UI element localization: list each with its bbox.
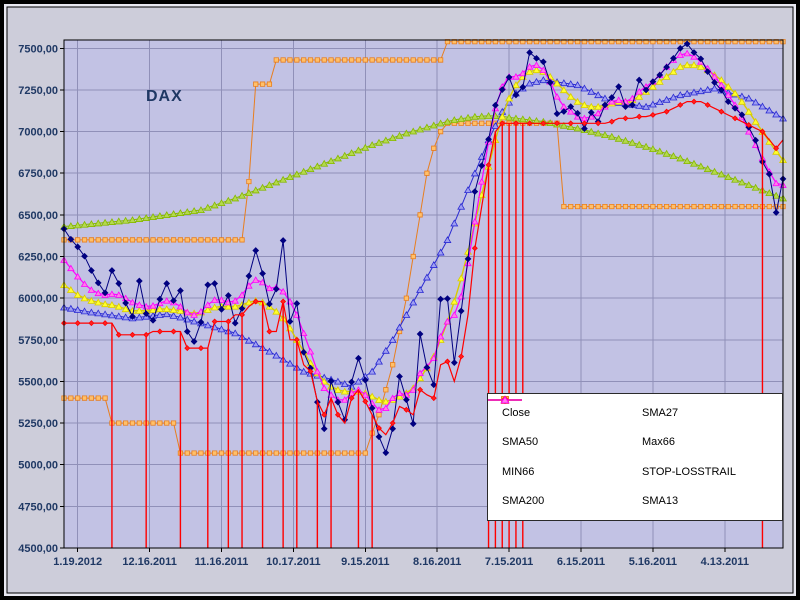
x-axis-label: 10.17.2011 <box>266 556 320 568</box>
series-line <box>63 43 784 455</box>
x-axis-label: 9.15.2011 <box>341 556 389 568</box>
close-marker-icon <box>60 40 787 457</box>
legend-item-sma200: SMA200 <box>488 395 642 508</box>
min66-marker-icon <box>61 120 786 456</box>
legend-label: SMA13 <box>642 495 679 508</box>
x-axis-label: 12.16.2011 <box>122 556 176 568</box>
series-min66 <box>61 120 786 456</box>
y-axis-label: 4500,00 <box>18 543 58 555</box>
legend-label: MIN66 <box>502 465 535 478</box>
x-axis-label: 6.15.2011 <box>557 556 605 568</box>
y-axis-label: 5500,00 <box>18 376 58 388</box>
legend-item-stop-losstrail: STOP-LOSSTRAIL <box>488 395 782 478</box>
legend-label: SMA200 <box>502 495 545 508</box>
legend-item-min66: MIN66 <box>488 396 642 478</box>
x-axis-label: 8.16.2011 <box>413 556 461 568</box>
x-axis-label: 7.15.2011 <box>485 556 533 568</box>
series-line <box>64 122 783 454</box>
legend-label: SMA50 <box>502 436 539 449</box>
legend-label: Max66 <box>642 436 676 449</box>
series-line <box>64 101 784 436</box>
legend-item-close: Close <box>488 395 642 419</box>
y-axis-label: 5750,00 <box>18 335 58 347</box>
y-axis-label: 7250,00 <box>18 85 58 97</box>
series-close <box>60 40 787 457</box>
y-axis-label: 6500,00 <box>18 210 58 222</box>
y-axis-label: 5250,00 <box>18 418 58 430</box>
y-axis-label: 7500,00 <box>18 43 58 55</box>
y-axis-label: 5000,00 <box>18 460 58 472</box>
legend-label: STOP-LOSSTRAIL <box>642 465 736 478</box>
y-axis-label: 6250,00 <box>18 252 58 264</box>
plot-border <box>63 39 784 549</box>
legend-item-max66: Max66 <box>488 396 782 449</box>
y-axis-label: 6750,00 <box>18 168 58 180</box>
series-line <box>64 41 783 241</box>
y-axis-label: 7000,00 <box>18 127 58 139</box>
x-axis-label: 5.16.2011 <box>629 556 677 568</box>
series-line <box>63 79 784 387</box>
x-axis-label: 4.13.2011 <box>701 556 749 568</box>
y-axis-label: 6000,00 <box>18 293 58 305</box>
sma13-legend-marker-icon <box>488 395 522 404</box>
stop-losstrail-marker-icon <box>61 98 780 432</box>
chart-title: DAX <box>146 88 183 105</box>
series-line <box>63 115 784 227</box>
max66-marker-icon <box>61 39 786 243</box>
legend-label: Close <box>502 406 531 419</box>
legend-item-sma27: SMA27 <box>488 395 782 419</box>
x-axis-label: 11.16.2011 <box>195 556 249 568</box>
x-axis-label: 1.19.2012 <box>53 556 102 568</box>
legend-item-sma13: SMA13 <box>488 395 782 508</box>
series-max66 <box>61 39 786 243</box>
legend-label: SMA27 <box>642 406 679 419</box>
chart-legend: Close SMA50 MIN66 SMA200 SMA27 Max66 STOP-LOSS… <box>487 393 783 521</box>
legend-item-sma50: SMA50 <box>488 395 642 449</box>
y-axis-label: 4750,00 <box>18 501 58 513</box>
